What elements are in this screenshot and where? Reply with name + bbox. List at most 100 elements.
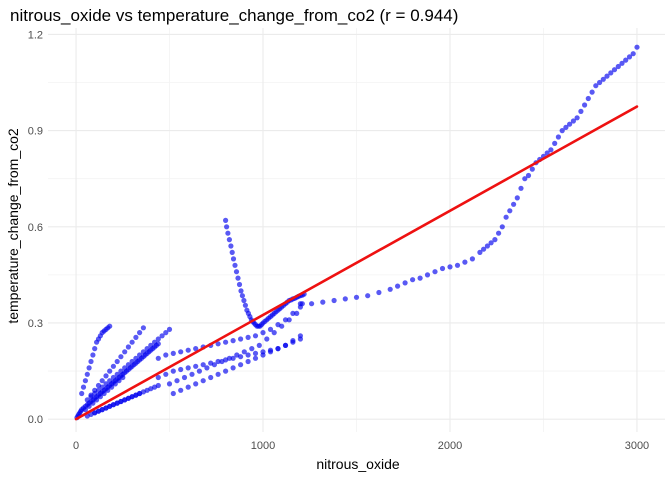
data-point bbox=[275, 346, 281, 352]
data-point bbox=[107, 368, 113, 374]
data-point bbox=[619, 60, 625, 66]
data-point bbox=[193, 363, 199, 369]
data-point bbox=[239, 293, 245, 299]
data-point bbox=[133, 334, 139, 340]
data-point bbox=[120, 374, 126, 381]
data-point bbox=[574, 115, 580, 121]
data-point bbox=[230, 338, 236, 344]
data-point bbox=[488, 240, 494, 246]
data-point bbox=[234, 352, 240, 358]
data-point bbox=[353, 294, 360, 300]
data-point bbox=[185, 384, 191, 390]
y-tick-label: 0.0 bbox=[28, 414, 43, 426]
x-axis-ticks: 0 1000 2000 3000 bbox=[73, 440, 649, 452]
data-point bbox=[82, 407, 88, 413]
data-point bbox=[578, 108, 584, 114]
data-point bbox=[193, 346, 199, 352]
data-point bbox=[178, 349, 184, 355]
data-point bbox=[112, 381, 118, 387]
data-point bbox=[92, 346, 98, 352]
data-point bbox=[215, 358, 221, 365]
data-point bbox=[514, 195, 520, 201]
data-point bbox=[223, 217, 229, 223]
data-point bbox=[82, 378, 88, 384]
data-point bbox=[593, 83, 599, 89]
data-point bbox=[282, 317, 289, 323]
y-tick-label: 0.9 bbox=[28, 126, 43, 138]
data-point bbox=[245, 334, 251, 340]
data-point bbox=[185, 347, 191, 353]
data-point bbox=[189, 371, 195, 377]
fit-line bbox=[74, 105, 639, 421]
data-point bbox=[224, 224, 230, 230]
data-point bbox=[279, 323, 285, 329]
data-point bbox=[226, 355, 232, 361]
data-point bbox=[155, 374, 161, 381]
data-point bbox=[585, 95, 591, 102]
data-point bbox=[623, 57, 629, 63]
data-point bbox=[163, 371, 169, 377]
data-point bbox=[129, 358, 135, 365]
data-point bbox=[518, 185, 524, 191]
data-point bbox=[103, 373, 109, 379]
data-point bbox=[238, 362, 244, 368]
data-point bbox=[563, 124, 569, 130]
data-point bbox=[232, 262, 238, 268]
data-point bbox=[432, 269, 438, 275]
data-point bbox=[454, 262, 461, 268]
data-point bbox=[242, 302, 248, 308]
data-point bbox=[477, 249, 483, 255]
data-point bbox=[230, 365, 236, 371]
data-point bbox=[118, 368, 124, 374]
data-point bbox=[114, 371, 120, 377]
data-point bbox=[331, 297, 337, 304]
data-point bbox=[215, 341, 221, 347]
data-point bbox=[376, 289, 382, 296]
data-point bbox=[387, 286, 393, 292]
data-point bbox=[238, 288, 244, 294]
data-point bbox=[174, 378, 180, 384]
data-point bbox=[230, 256, 237, 262]
data-point bbox=[137, 330, 143, 336]
data-point bbox=[529, 166, 535, 172]
data-point bbox=[84, 371, 90, 377]
data-point bbox=[110, 363, 116, 369]
data-point bbox=[236, 281, 243, 288]
data-point bbox=[170, 390, 176, 397]
data-point bbox=[630, 51, 636, 57]
data-point bbox=[118, 354, 124, 360]
data-point bbox=[342, 296, 348, 302]
data-point bbox=[634, 44, 640, 50]
data-point bbox=[193, 381, 199, 387]
y-axis-ticks: 0.0 0.3 0.6 0.9 1.2 bbox=[28, 29, 43, 426]
data-point bbox=[144, 346, 150, 352]
data-point bbox=[600, 76, 606, 82]
data-point bbox=[552, 140, 558, 146]
data-point bbox=[204, 365, 210, 371]
data-point bbox=[133, 355, 139, 361]
data-point bbox=[294, 310, 300, 316]
data-point bbox=[424, 272, 431, 278]
data-point bbox=[447, 264, 453, 270]
data-point bbox=[462, 259, 468, 265]
data-point bbox=[241, 297, 247, 304]
data-point bbox=[95, 387, 102, 393]
data-point bbox=[309, 301, 315, 307]
data-point bbox=[163, 352, 169, 358]
data-point bbox=[604, 73, 610, 79]
data-point bbox=[241, 349, 247, 355]
data-point bbox=[499, 224, 505, 230]
data-point bbox=[114, 358, 120, 365]
data-point bbox=[211, 362, 217, 368]
data-point bbox=[90, 400, 96, 406]
data-point bbox=[286, 317, 292, 323]
data-point bbox=[503, 214, 509, 220]
data-point bbox=[233, 269, 240, 275]
data-point bbox=[155, 336, 161, 342]
data-point bbox=[80, 384, 87, 390]
data-point bbox=[140, 325, 146, 331]
y-tick-label: 1.2 bbox=[28, 29, 43, 41]
data-point bbox=[492, 237, 498, 243]
data-point bbox=[122, 365, 128, 371]
data-point bbox=[137, 352, 143, 358]
